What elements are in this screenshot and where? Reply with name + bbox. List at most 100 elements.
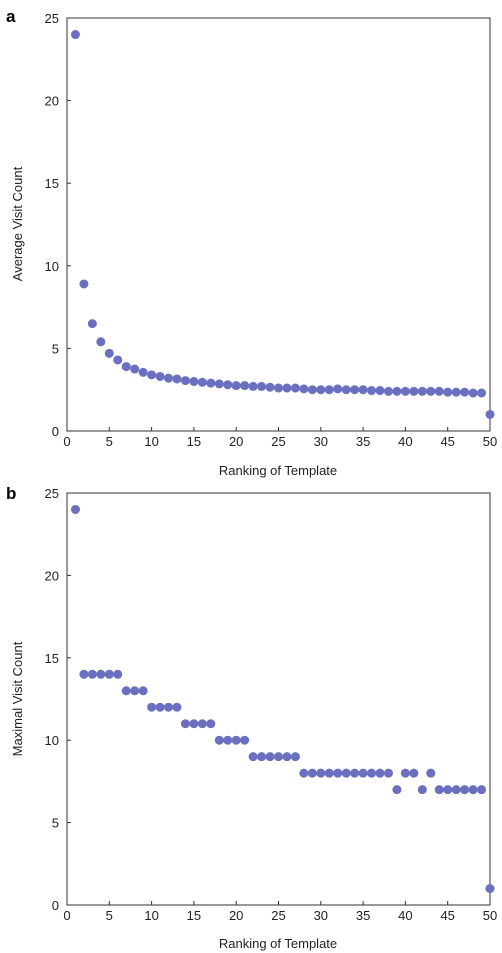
data-point — [147, 370, 157, 380]
data-point — [164, 702, 174, 712]
data-point — [104, 669, 114, 679]
data-point — [240, 381, 250, 391]
data-point — [324, 768, 334, 778]
data-point — [282, 752, 292, 762]
x-tick-label: 5 — [106, 908, 113, 923]
data-point — [290, 752, 300, 762]
data-point — [307, 385, 317, 395]
data-point — [147, 702, 157, 712]
data-point — [223, 735, 233, 745]
data-point — [172, 374, 182, 384]
y-tick-label: 15 — [45, 651, 59, 666]
data-point — [121, 686, 131, 696]
data-point — [257, 752, 267, 762]
data-point — [324, 385, 334, 395]
data-point — [96, 337, 106, 347]
x-tick-label: 20 — [229, 908, 243, 923]
y-tick-label: 15 — [45, 176, 59, 191]
panel-label-a: a — [6, 7, 16, 26]
y-tick-label: 0 — [52, 898, 59, 913]
data-point — [113, 355, 123, 365]
data-point — [87, 319, 97, 329]
x-tick-label: 35 — [356, 908, 370, 923]
data-point — [409, 386, 419, 396]
data-point — [214, 735, 224, 745]
data-point — [130, 686, 140, 696]
data-point — [172, 702, 182, 712]
data-point — [299, 768, 309, 778]
x-axis-label-a: Ranking of Template — [219, 463, 337, 478]
x-axis-label-b: Ranking of Template — [219, 936, 337, 951]
x-tick-label: 50 — [483, 434, 497, 449]
y-tick-label: 20 — [45, 94, 59, 109]
plot-frame-b — [66, 492, 491, 906]
data-point — [383, 386, 393, 396]
x-tick-label: 40 — [398, 434, 412, 449]
data-point — [206, 378, 216, 388]
data-point — [443, 785, 453, 795]
y-axis-label-a: Average Visit Count — [10, 166, 25, 281]
data-point — [468, 785, 478, 795]
data-point — [138, 367, 148, 377]
data-point — [400, 768, 410, 778]
x-tick-label: 15 — [187, 908, 201, 923]
data-point — [180, 719, 190, 729]
y-tick-label: 20 — [45, 568, 59, 583]
data-point — [189, 376, 199, 386]
data-point — [164, 373, 174, 383]
data-point — [96, 669, 106, 679]
data-point — [121, 362, 131, 372]
data-point — [333, 768, 343, 778]
data-point — [113, 669, 123, 679]
data-points-b — [70, 504, 495, 894]
data-point — [434, 386, 444, 396]
data-point — [265, 752, 275, 762]
x-tick-label: 10 — [144, 908, 158, 923]
data-point — [155, 702, 165, 712]
x-tick-label: 0 — [63, 434, 70, 449]
data-point — [265, 382, 275, 392]
data-point — [282, 383, 292, 393]
data-point — [477, 785, 487, 795]
data-point — [70, 30, 80, 40]
chart-panel-a: a 0 5 10 15 20 25 30 35 40 45 50 0 5 10 15 20 25 Ranking… — [6, 7, 497, 478]
data-point — [79, 669, 89, 679]
data-point — [350, 768, 360, 778]
x-tick-label: 25 — [271, 434, 285, 449]
data-point — [274, 752, 283, 762]
data-point — [333, 384, 343, 394]
data-point — [290, 383, 300, 393]
data-point — [206, 719, 216, 729]
data-point — [367, 768, 377, 778]
data-point — [409, 768, 419, 778]
data-point — [434, 785, 444, 795]
data-point — [70, 504, 80, 514]
axis-ticks-b: 0 5 10 15 20 25 30 35 40 45 50 0 5 10 15 20 25 — [45, 486, 498, 923]
data-point — [197, 377, 207, 387]
axis-ticks-a: 0 5 10 15 20 25 30 35 40 45 50 0 5 10 15 20 25 — [45, 11, 498, 449]
data-point — [477, 388, 487, 398]
data-point — [79, 279, 89, 289]
y-tick-label: 25 — [45, 11, 59, 26]
data-point — [197, 719, 207, 729]
x-tick-label: 5 — [106, 434, 113, 449]
data-point — [189, 719, 199, 729]
data-point — [392, 386, 402, 396]
data-point — [248, 381, 258, 391]
data-point — [383, 768, 393, 778]
data-point — [155, 371, 165, 381]
data-point — [468, 388, 478, 398]
y-tick-label: 25 — [45, 486, 59, 501]
data-point — [485, 884, 495, 894]
chart-panel-b: b 0 5 10 15 20 25 30 35 40 45 50 0 5 10 15 20 25 Ranking… — [6, 484, 497, 951]
x-tick-label: 40 — [398, 908, 412, 923]
data-point — [426, 386, 436, 396]
data-point — [214, 379, 224, 389]
data-point — [316, 768, 326, 778]
data-point — [358, 385, 368, 395]
data-point — [451, 387, 461, 397]
x-tick-label: 45 — [440, 434, 454, 449]
data-points-a — [70, 30, 495, 419]
y-tick-label: 10 — [45, 733, 59, 748]
data-point — [248, 752, 258, 762]
